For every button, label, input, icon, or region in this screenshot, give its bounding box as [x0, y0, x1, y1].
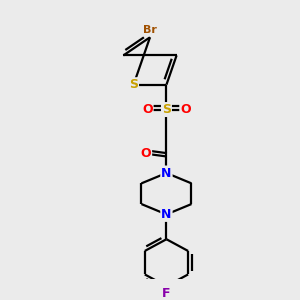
Text: S: S — [162, 103, 171, 116]
Text: F: F — [162, 286, 171, 300]
Text: S: S — [129, 78, 138, 91]
Text: Br: Br — [143, 26, 157, 35]
Text: O: O — [140, 147, 151, 160]
Text: O: O — [142, 103, 153, 116]
Text: N: N — [161, 167, 172, 179]
Text: N: N — [161, 208, 172, 221]
Text: O: O — [180, 103, 191, 116]
